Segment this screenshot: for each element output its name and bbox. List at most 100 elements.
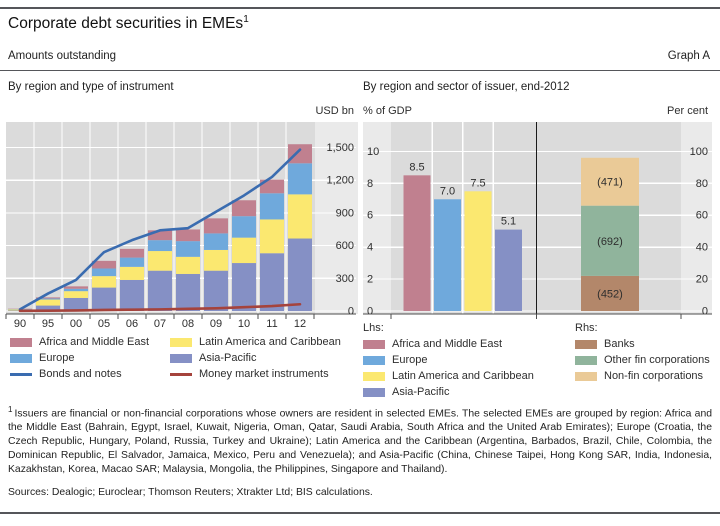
bar-segment-asia-pacific-07 — [148, 270, 172, 311]
latam-swatch — [363, 371, 385, 381]
bar-segment-europe-07 — [148, 240, 172, 252]
africa-swatch — [363, 339, 385, 349]
bonds-line-swatch — [10, 372, 32, 376]
bar-segment-africa-and-middle-east-09 — [204, 218, 228, 234]
lhs-axis-unit: % of GDP — [363, 105, 412, 117]
right-left-axis-strip — [363, 122, 391, 314]
footnote: 1 Issuers are financial or non-financial … — [8, 403, 712, 477]
bar-segment-latin-america-and-caribbean-09 — [204, 249, 228, 271]
legend-item-latam: Latin America and Caribbean — [363, 368, 534, 384]
sector-segment-non-fin-corporations — [581, 157, 639, 206]
gdp-bar-europe — [434, 199, 461, 311]
legend-label: Africa and Middle East — [392, 338, 503, 350]
legend-label: Asia-Pacific — [392, 386, 450, 398]
asia-swatch — [170, 353, 192, 363]
bar-segment-africa-and-middle-east-95 — [36, 297, 60, 299]
bar-segment-africa-and-middle-east-06 — [120, 248, 144, 258]
left-chart-svg: 0 300 600 900 1,200 1,500 USD bn 90 95 00 05 06 07 08… — [5, 105, 358, 330]
bar-segment-asia-pacific-10 — [232, 263, 256, 311]
left-panel-title: By region and type of instrument — [8, 81, 174, 93]
asia-swatch — [363, 387, 385, 397]
lhs-tick-label: 4 — [367, 242, 373, 254]
bar-segment-europe-08 — [176, 241, 200, 257]
bar-segment-latin-america-and-caribbean-07 — [148, 251, 172, 271]
gdp-bar-value-label: 8.5 — [409, 161, 424, 173]
bar-segment-africa-and-middle-east-08 — [176, 229, 200, 242]
y-tick-label: 900 — [336, 207, 354, 219]
bar-segment-latin-america-and-caribbean-06 — [120, 266, 144, 280]
top-rule — [0, 7, 720, 9]
right-chart-svg: 0 0 2 20 4 40 6 60 8 80 10 100 % of GDP Per cent 8.5 7.… — [363, 105, 712, 319]
bar-segment-europe-00 — [64, 288, 88, 292]
sector-amount-label: (692) — [597, 236, 623, 248]
sector-segment-other-fin-corporations — [581, 205, 639, 276]
legend-label: Europe — [39, 352, 75, 364]
graph-label: Graph A — [667, 50, 710, 62]
legend-label: Europe — [392, 354, 428, 366]
legend-item-latam: Latin America and Caribbean — [170, 334, 341, 350]
legend-item-africa: Africa and Middle East — [10, 334, 170, 350]
bar-segment-latin-america-and-caribbean-08 — [176, 256, 200, 274]
non-fin-swatch — [575, 371, 597, 381]
bar-segment-europe-09 — [204, 233, 228, 250]
x-tick-label: 95 — [42, 318, 54, 330]
footnote-text: Issuers are financial or non-financial c… — [8, 408, 712, 476]
bar-segment-africa-and-middle-east-11 — [260, 179, 284, 194]
y-tick-label: 1,200 — [326, 175, 354, 187]
y-tick-label: 600 — [336, 240, 354, 252]
legend-label: Bonds and notes — [39, 368, 122, 380]
rhs-tick-label: 60 — [696, 210, 708, 222]
bar-segment-latin-america-and-caribbean-10 — [232, 237, 256, 264]
gdp-bar-latin-america-and-caribbean — [464, 191, 492, 311]
right-chart-rhs-legend: Rhs: Banks Other fin corporations Non-fi… — [575, 320, 710, 384]
y-tick-label: 1,500 — [326, 142, 354, 154]
bar-segment-africa-and-middle-east-05 — [92, 260, 116, 269]
gdp-bar-asia-pacific — [495, 229, 522, 311]
y-tick-label: 300 — [336, 273, 354, 285]
legend-label: Non-fin corporations — [604, 370, 704, 382]
bar-segment-africa-and-middle-east-10 — [232, 200, 256, 217]
x-tick-label: 00 — [70, 318, 82, 330]
sector-amount-label: (471) — [597, 177, 623, 189]
x-tick-label: 90 — [14, 318, 26, 330]
subtitle: Amounts outstanding — [8, 50, 117, 62]
bar-segment-asia-pacific-95 — [36, 305, 60, 311]
rhs-tick-label: 100 — [690, 146, 708, 158]
bar-segment-asia-pacific-08 — [176, 273, 200, 311]
x-tick-label: 09 — [210, 318, 222, 330]
rhs-tick-label: 20 — [696, 274, 708, 286]
europe-swatch — [10, 353, 32, 363]
legend-label: Latin America and Caribbean — [392, 370, 534, 382]
x-tick-label: 07 — [154, 318, 166, 330]
bar-segment-africa-and-middle-east-07 — [148, 230, 172, 241]
rhs-axis-unit: Per cent — [667, 105, 708, 117]
legend-label: Other fin corporations — [604, 354, 710, 366]
legend-item-europe: Europe — [363, 352, 534, 368]
page-title-text: Corporate debt securities in EMEs — [8, 15, 244, 33]
bar-segment-latin-america-and-caribbean-95 — [36, 299, 60, 306]
legend-label: Latin America and Caribbean — [199, 336, 341, 348]
gdp-bar-value-label: 5.1 — [501, 216, 516, 228]
legend-label: Africa and Middle East — [39, 336, 150, 348]
y-tick-label: 0 — [348, 306, 354, 318]
legend-item-africa: Africa and Middle East — [363, 336, 534, 352]
other-fin-swatch — [575, 355, 597, 365]
rhs-header: Rhs: — [575, 322, 598, 334]
legend-label: Banks — [604, 338, 635, 350]
lhs-tick-label: 0 — [367, 306, 373, 318]
bar-segment-africa-and-middle-east-00 — [64, 286, 88, 289]
x-tick-label: 10 — [238, 318, 250, 330]
header-rule — [0, 70, 720, 71]
left-chart-legend: Africa and Middle East Latin America and… — [10, 334, 341, 382]
right-chart-lhs-legend: Lhs: Africa and Middle East Europe Latin… — [363, 320, 534, 400]
x-tick-label: 05 — [98, 318, 110, 330]
europe-swatch — [363, 355, 385, 365]
line-bonds-and-notes — [18, 148, 302, 311]
bar-segment-asia-pacific-00 — [64, 297, 88, 311]
title-footnote-marker: 1 — [243, 14, 249, 25]
bar-segment-latin-america-and-caribbean-12 — [288, 194, 312, 239]
bar-segment-latin-america-and-caribbean-05 — [92, 276, 116, 288]
x-tick-label: 08 — [182, 318, 194, 330]
sector-segment-banks — [581, 275, 639, 311]
